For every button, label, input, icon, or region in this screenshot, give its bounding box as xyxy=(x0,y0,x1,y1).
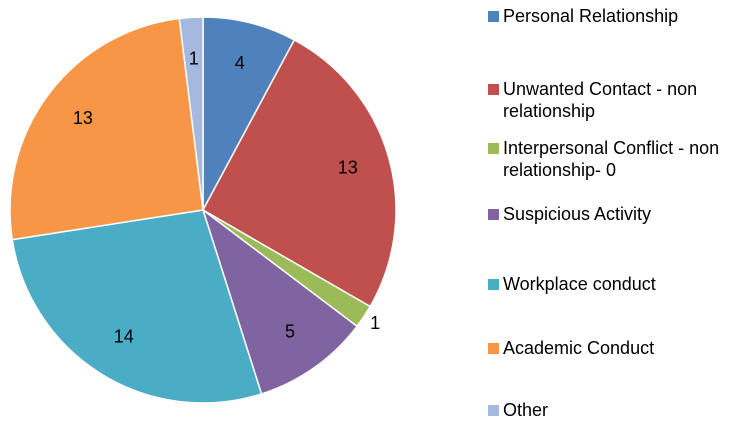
legend-label: Unwanted Contact - non relationship xyxy=(503,79,698,121)
legend: Personal Relationship Unwanted Contact - … xyxy=(488,0,743,424)
legend-item: Suspicious Activity xyxy=(488,203,738,225)
pie-slice xyxy=(178,16,204,211)
legend-item: Personal Relationship xyxy=(488,5,738,27)
pie-slice xyxy=(201,207,359,395)
data-label: 4 xyxy=(235,53,245,73)
legend-label: Other xyxy=(503,400,549,420)
legend-swatch xyxy=(488,209,499,220)
legend-swatch xyxy=(488,405,499,416)
data-label: 1 xyxy=(370,313,380,333)
pie-slice xyxy=(9,17,204,241)
data-label: 1 xyxy=(189,48,199,68)
legend-item: Unwanted Contact - non relationship xyxy=(488,78,738,122)
legend-item: Interpersonal Conflict - non relationshi… xyxy=(488,137,738,181)
legend-swatch xyxy=(488,84,499,95)
legend-label: Interpersonal Conflict - non relationshi… xyxy=(503,138,720,180)
pie-slice xyxy=(201,38,397,308)
legend-label: Workplace conduct xyxy=(503,274,656,294)
legend-label: Suspicious Activity xyxy=(503,204,652,224)
data-label: 5 xyxy=(285,322,295,342)
legend-swatch xyxy=(488,143,499,154)
data-label: 14 xyxy=(114,327,134,347)
legend-swatch xyxy=(488,11,499,22)
legend-swatch xyxy=(488,343,499,354)
legend-item: Academic Conduct xyxy=(488,337,738,359)
pie-slice xyxy=(202,16,296,211)
legend-item: Workplace conduct xyxy=(488,273,738,295)
legend-swatch xyxy=(488,279,499,290)
legend-item: Other xyxy=(488,399,738,421)
data-label: 13 xyxy=(338,158,358,178)
legend-label: Academic Conduct xyxy=(503,338,655,358)
pie-slice xyxy=(11,209,263,404)
data-label: 13 xyxy=(73,108,93,128)
legend-label: Personal Relationship xyxy=(503,6,679,26)
